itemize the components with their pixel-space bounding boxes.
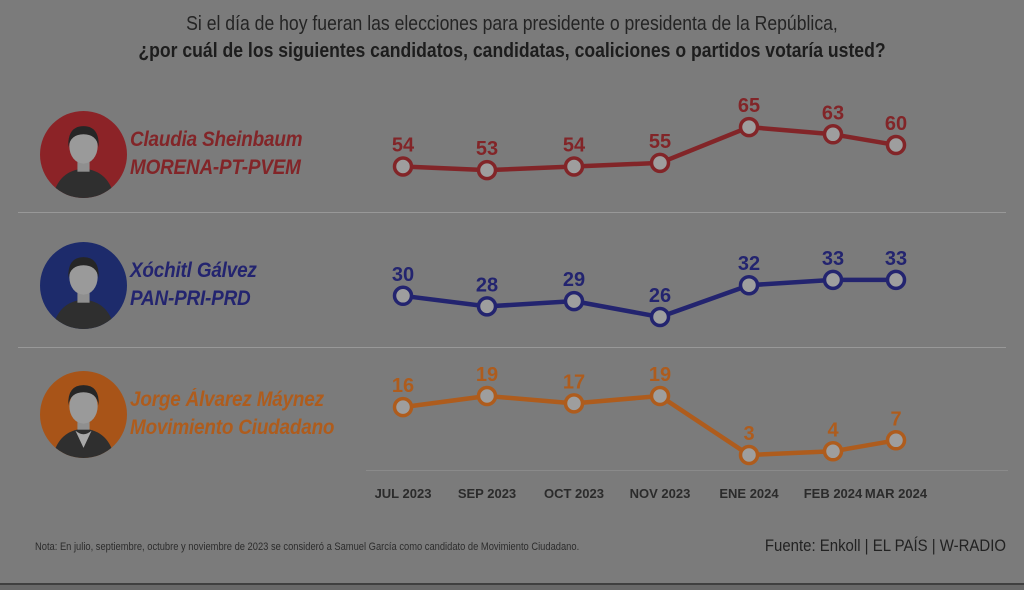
- data-point-label: 19: [649, 364, 671, 386]
- candidate-label: Jorge Álvarez Máynez Movimiento Ciudadan…: [130, 386, 334, 442]
- data-point-label: 53: [476, 138, 498, 160]
- candidate-label: Claudia Sheinbaum MORENA-PT-PVEM: [130, 126, 303, 182]
- trend-line: [402, 393, 897, 458]
- candidate-avatar: [40, 371, 127, 458]
- data-point-label: 65: [738, 95, 760, 117]
- candidate-avatar: [40, 242, 127, 329]
- bottom-edge-bar: [0, 583, 1024, 590]
- data-point-marker: [822, 124, 844, 145]
- data-point-label: 7: [890, 408, 901, 430]
- data-point-marker: [738, 274, 760, 296]
- data-point-label: 19: [476, 364, 498, 386]
- data-point-marker: [392, 156, 414, 177]
- data-point-label: 29: [563, 269, 585, 291]
- data-point-label: 33: [822, 248, 844, 270]
- data-point-label: 60: [885, 113, 907, 135]
- x-axis-label: JUL 2023: [374, 486, 432, 501]
- candidate-name: Claudia Sheinbaum: [130, 128, 303, 151]
- data-point-label: 33: [885, 248, 907, 270]
- survey-question-line1: Si el día de hoy fueran las elecciones p…: [186, 13, 838, 35]
- data-point-marker: [822, 441, 844, 462]
- data-point-marker: [738, 444, 760, 466]
- x-axis-label: SEP 2023: [457, 486, 517, 501]
- footnote: Nota: En julio, septiembre, octubre y no…: [35, 541, 580, 553]
- chart-baseline: [366, 470, 1008, 471]
- x-axis-label: ENE 2024: [719, 486, 779, 501]
- data-point-marker: [649, 385, 671, 407]
- candidate-party: MORENA-PT-PVEM: [130, 156, 301, 179]
- data-point-marker: [885, 430, 907, 451]
- row-divider: [18, 212, 1006, 213]
- x-axis-label: OCT 2023: [544, 486, 604, 501]
- data-point-marker: [476, 296, 498, 317]
- data-point-marker: [476, 159, 498, 181]
- survey-question-line2: ¿por cuál de los siguientes candidatos, …: [138, 40, 886, 62]
- candidate-row-sheinbaum: Claudia Sheinbaum MORENA-PT-PVEM: [0, 111, 370, 231]
- row-divider: [18, 347, 1006, 348]
- candidate-party: Movimiento Ciudadano: [130, 416, 335, 439]
- data-point-label: 3: [743, 423, 754, 445]
- data-point-marker: [885, 269, 907, 291]
- data-point-label: 26: [649, 285, 671, 307]
- data-point-label: 17: [563, 371, 585, 393]
- data-point-label: 30: [392, 264, 414, 286]
- candidate-row-galvez: Xóchitl Gálvez PAN-PRI-PRD: [0, 242, 370, 362]
- data-point-label: 16: [392, 375, 414, 397]
- data-point-marker: [563, 393, 585, 414]
- data-point-label: 28: [476, 274, 498, 296]
- data-point-marker: [563, 156, 585, 177]
- data-point-label: 4: [827, 419, 839, 441]
- data-point-marker: [738, 116, 760, 138]
- data-point-marker: [649, 306, 671, 328]
- source-credit: Fuente: Enkoll | EL PAÍS | W-RADIO: [764, 536, 1006, 555]
- data-point-label: 54: [563, 135, 586, 157]
- data-point-marker: [392, 396, 414, 418]
- data-point-label: 54: [392, 135, 415, 157]
- data-point-label: 32: [738, 253, 760, 275]
- data-point-marker: [822, 269, 844, 291]
- candidate-avatar: [40, 111, 127, 198]
- data-point-marker: [649, 152, 671, 174]
- data-point-label: 63: [822, 102, 844, 124]
- data-point-marker: [563, 290, 585, 312]
- x-axis-label: MAR 2024: [864, 486, 928, 501]
- data-point-marker: [476, 385, 498, 407]
- x-axis-label: NOV 2023: [629, 486, 691, 501]
- x-axis-label: FEB 2024: [803, 486, 863, 501]
- candidate-party: PAN-PRI-PRD: [130, 287, 251, 310]
- data-point-marker: [885, 134, 907, 156]
- data-point-marker: [392, 285, 414, 307]
- candidate-row-maynez: Jorge Álvarez Máynez Movimiento Ciudadan…: [0, 371, 370, 491]
- data-point-label: 55: [649, 131, 671, 153]
- candidate-label: Xóchitl Gálvez PAN-PRI-PRD: [130, 257, 257, 313]
- candidate-name: Xóchitl Gálvez: [130, 259, 257, 282]
- candidate-name: Jorge Álvarez Máynez: [130, 388, 324, 411]
